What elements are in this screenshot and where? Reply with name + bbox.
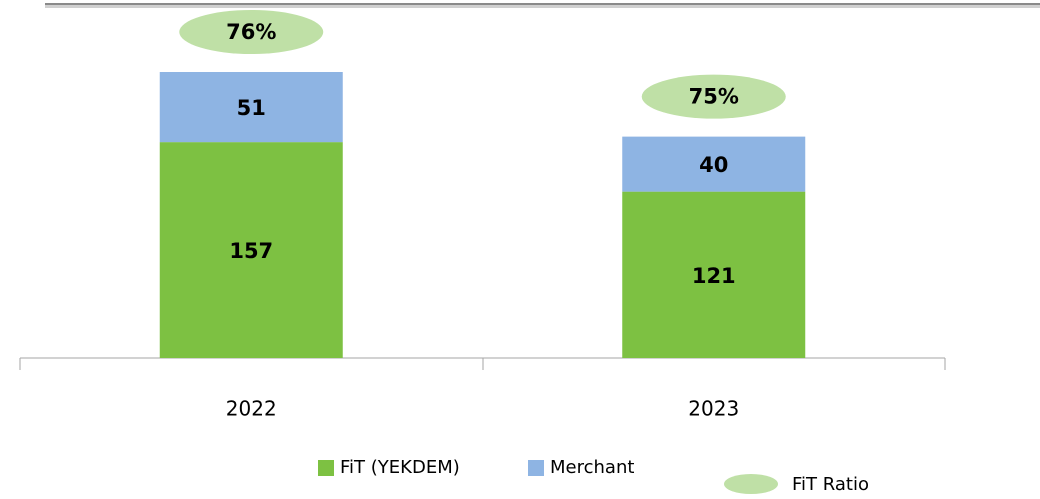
data-label: 51 — [237, 96, 266, 120]
data-label: 157 — [229, 239, 273, 263]
legend-swatch — [528, 460, 544, 476]
x-tick-label: 2022 — [226, 397, 277, 421]
bar-segment — [622, 191, 806, 358]
bar-segment — [159, 72, 343, 143]
data-label: 121 — [692, 264, 736, 288]
legend-label: FiT Ratio — [792, 474, 869, 495]
ratio-bubble — [641, 74, 786, 119]
legend-label: Merchant — [550, 457, 634, 478]
x-tick-label: 2023 — [688, 397, 739, 421]
bar-segment — [622, 136, 806, 192]
legend-label: FiT (YEKDEM) — [340, 457, 460, 478]
legend-swatch — [318, 460, 334, 476]
ratio-bubble — [179, 10, 324, 54]
ratio-label: 75% — [689, 85, 739, 109]
bar-segment — [159, 142, 343, 358]
legend-swatch — [724, 474, 778, 494]
ratio-label: 76% — [226, 20, 276, 44]
data-label: 40 — [699, 153, 728, 177]
